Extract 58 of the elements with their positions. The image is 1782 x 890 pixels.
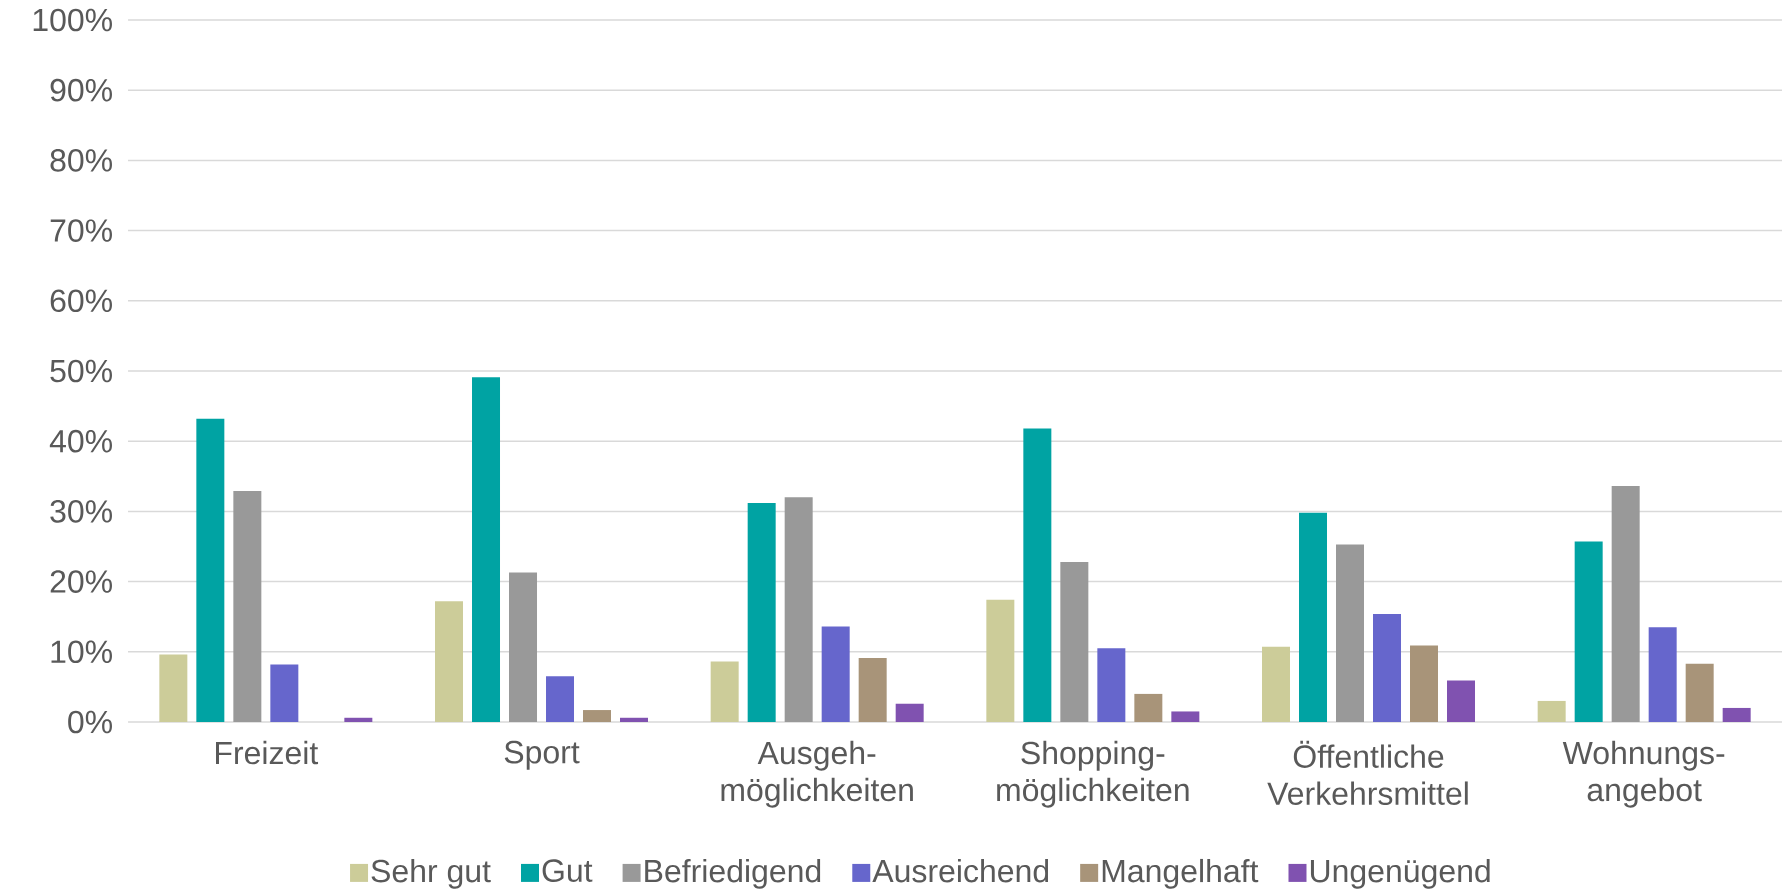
y-tick-label: 50% [50, 359, 112, 383]
y-tick-label: 70% [50, 219, 112, 242]
bar [747, 502, 776, 722]
bar [1134, 693, 1163, 722]
bar [1648, 627, 1677, 722]
y-tick-label: 30% [50, 500, 112, 523]
bar [1060, 561, 1089, 722]
bar [1574, 541, 1603, 722]
legend-label: Mangelhaft [1102, 858, 1259, 889]
bar [1722, 707, 1751, 722]
y-tick-label: 0% [68, 710, 112, 734]
bar [1410, 645, 1438, 722]
legend-label: Gut [542, 859, 593, 882]
bar [196, 418, 225, 722]
bar [546, 676, 575, 722]
y-tick-label: 60% [50, 289, 112, 313]
legend-label: Befriedigend [645, 858, 821, 889]
legend-label: Sehr gut [371, 858, 491, 889]
bar [784, 497, 813, 722]
x-tick-label: Ausgeh-möglichkeiten [721, 740, 913, 808]
bar [583, 710, 612, 722]
bar [1336, 544, 1365, 722]
bar [1171, 711, 1200, 722]
bar [1023, 428, 1052, 722]
y-tick-label: 90% [50, 78, 112, 102]
x-tick-label: Sport [504, 740, 580, 770]
bar [1097, 648, 1126, 722]
bar [1447, 680, 1475, 722]
bar [821, 626, 850, 722]
bar [270, 664, 299, 722]
y-tick-label: 20% [50, 570, 112, 593]
x-tick-label: Shopping-möglichkeiten [997, 740, 1189, 808]
bar [344, 717, 373, 722]
y-tick-label: 80% [50, 149, 112, 172]
bar [986, 599, 1015, 722]
x-tick-label: Wohnungs-angebot [1562, 740, 1725, 808]
y-tick-label: 10% [51, 640, 112, 664]
bar [233, 491, 262, 722]
y-tick-label: 100% [33, 8, 112, 32]
bar [1262, 646, 1291, 722]
x-tick-label: Öffentliche Verkehrsmittel [1267, 740, 1468, 805]
x-tick-label: Freizeit [216, 740, 319, 765]
legend-label: Ausreichend [872, 858, 1049, 883]
legend-label: Ungenügend [1310, 858, 1490, 889]
bar [509, 572, 538, 722]
bar [1537, 700, 1566, 722]
bar [159, 654, 188, 722]
bar [858, 658, 887, 722]
bar [1685, 663, 1714, 722]
bar [435, 601, 464, 722]
bar [472, 377, 501, 722]
bar [1373, 613, 1402, 722]
bar [710, 661, 739, 722]
bar [1611, 486, 1640, 722]
bar [895, 703, 924, 722]
y-tick-label: 40% [49, 429, 112, 453]
bar [1299, 512, 1327, 722]
bar [620, 717, 649, 722]
